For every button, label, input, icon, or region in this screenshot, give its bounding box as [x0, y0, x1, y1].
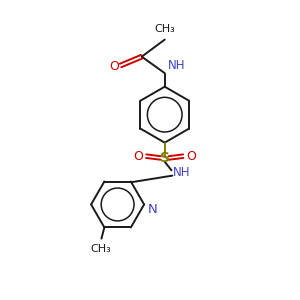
Text: N: N: [148, 203, 158, 216]
Text: CH₃: CH₃: [154, 24, 175, 34]
Text: O: O: [109, 61, 119, 74]
Text: O: O: [186, 150, 196, 163]
Text: CH₃: CH₃: [91, 244, 111, 254]
Text: O: O: [133, 150, 143, 163]
Text: S: S: [160, 151, 170, 165]
Text: NH: NH: [173, 166, 190, 179]
Text: NH: NH: [168, 59, 186, 72]
